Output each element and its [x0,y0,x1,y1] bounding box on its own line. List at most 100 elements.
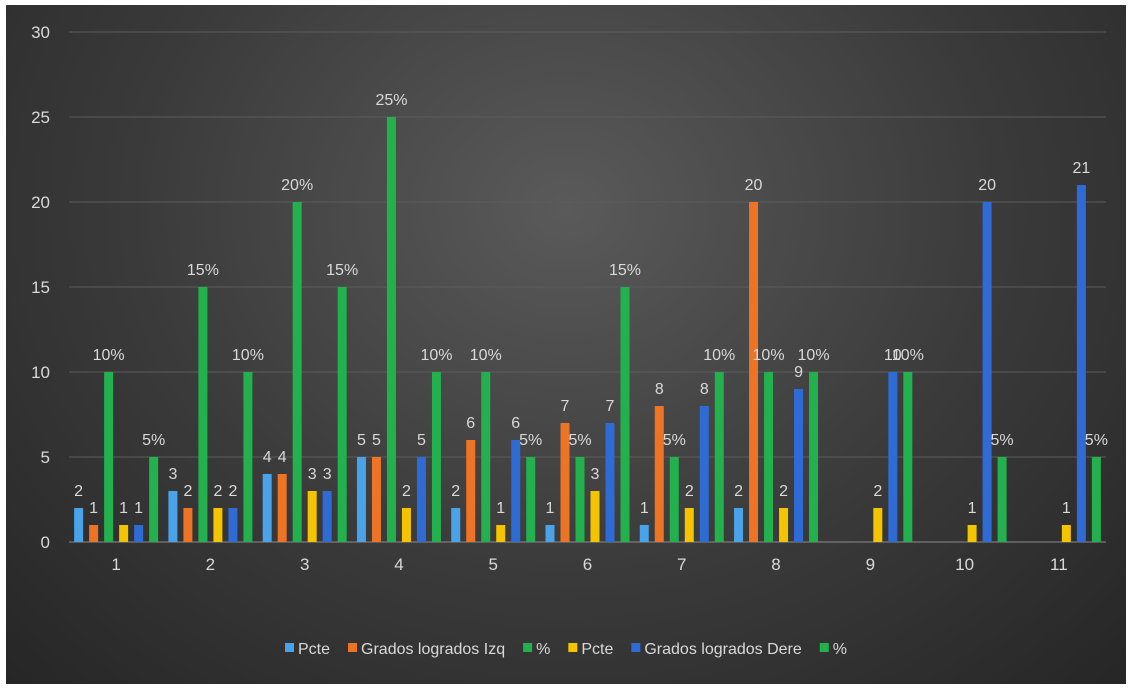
bar [997,457,1007,542]
y-tick-label: 5 [41,448,50,467]
data-label: 2 [228,483,237,500]
bar [371,457,381,542]
data-label: 10% [470,347,502,364]
legend-label: % [833,641,847,658]
data-label: 6 [466,415,475,432]
data-label: 15% [187,262,219,279]
data-label: 5 [417,432,426,449]
data-label: 2 [451,483,460,500]
bar [119,525,129,542]
bar [639,525,649,542]
legend-swatch [523,643,533,652]
bar [526,457,536,542]
data-label: 1 [134,500,143,517]
x-tick-label: 8 [771,555,780,574]
bar [134,525,144,542]
bar [620,287,630,542]
bar [590,491,600,542]
data-label: 2 [734,483,743,500]
bar [198,287,208,542]
bar [496,525,506,542]
bar [888,372,898,542]
bar [386,117,396,542]
bar [466,440,476,542]
data-label: 5% [519,432,542,449]
bar [481,372,491,542]
x-tick-label: 3 [300,555,309,574]
bar [213,508,223,542]
data-label: 2 [183,483,192,500]
data-label: 20% [281,177,313,194]
data-label: 10% [420,347,452,364]
bar [277,474,287,542]
data-label: 7 [561,398,570,415]
bar [337,287,347,542]
data-label: 25% [375,92,407,109]
data-label: 10 [884,347,902,364]
data-label: 5% [1085,432,1108,449]
y-tick-label: 30 [31,23,50,42]
data-label: 5% [663,432,686,449]
data-label: 5% [142,432,165,449]
bar [764,372,774,542]
data-label: 8 [700,381,709,398]
y-tick-label: 10 [31,363,50,382]
y-tick-label: 25 [31,108,50,127]
data-label: 4 [263,449,272,466]
gridlines [69,31,1106,543]
data-label: 1 [89,500,98,517]
bar [401,508,411,542]
legend-swatch [285,643,294,652]
data-label: 5% [991,432,1014,449]
bar [89,525,99,542]
data-label: 2 [873,483,882,500]
legend-swatch [631,643,641,652]
x-tick-label: 10 [955,555,974,574]
legend-label: Grados logrados Dere [644,641,802,658]
bar [873,508,883,542]
bar [545,525,555,542]
legend-item: % [819,641,847,658]
bar [149,457,159,542]
bar [416,457,426,542]
bar [749,202,759,542]
legend-swatch [819,643,829,652]
data-label: 2 [685,483,694,500]
bar [451,508,461,542]
bar [654,406,664,542]
bar [292,202,302,542]
data-label: 7 [606,398,615,415]
bar [699,406,709,542]
bar [431,372,441,542]
legend-label: % [536,641,550,658]
data-label: 2 [779,483,788,500]
data-label: 9 [794,364,803,381]
data-label: 6 [511,415,520,432]
x-axis-ticks: 1 2 3 4 5 6 7 8 9 10 11 [111,555,1067,574]
bar [684,508,694,542]
bar [356,457,366,542]
data-label: 10% [798,347,830,364]
bar [575,457,585,542]
bar [322,491,332,542]
y-tick-label: 0 [41,533,50,552]
legend-item: % [523,641,550,658]
legend-item: Pcte [285,641,330,658]
bar [605,423,615,542]
bar [967,525,977,542]
data-label: 10% [232,347,264,364]
bar [669,457,679,542]
bar [794,389,804,542]
legend-swatch [348,643,358,652]
legend-item: Grados logrados Izq [348,641,505,658]
data-label: 1 [640,500,649,517]
x-tick-label: 5 [488,555,497,574]
bar [982,202,992,542]
data-label: 15% [326,262,358,279]
bar [903,372,913,542]
bar [104,372,114,542]
data-label: 1 [496,500,505,517]
bar [714,372,724,542]
data-label: 20 [745,177,763,194]
